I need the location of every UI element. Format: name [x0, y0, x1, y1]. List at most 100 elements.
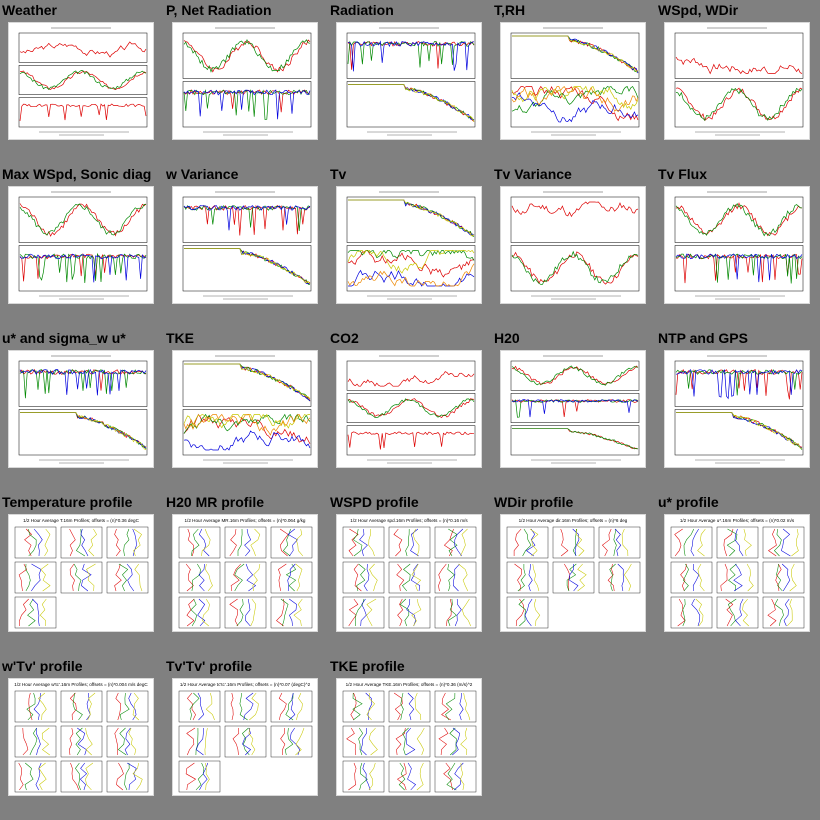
plot-title-link[interactable]: Tv — [330, 166, 347, 182]
plot-cell[interactable]: w Variance — [166, 166, 328, 306]
plot-cell[interactable]: H20 — [494, 330, 656, 470]
profile-line — [114, 727, 119, 756]
profile-panel — [388, 760, 431, 793]
profile-line — [406, 598, 416, 627]
plot-cell[interactable]: WSpd, WDir — [658, 2, 820, 142]
trace-line — [184, 363, 311, 399]
profile-line — [232, 727, 240, 756]
trace-line — [183, 430, 311, 451]
plot-thumbnail[interactable]: 1/2 Hour Average dir.16m Profiles; offse… — [500, 514, 646, 632]
plot-title-link[interactable]: H20 MR profile — [166, 494, 265, 510]
profile-line — [353, 528, 363, 557]
plot-thumbnail[interactable] — [664, 350, 810, 468]
plot-title-link[interactable]: Temperature profile — [2, 494, 133, 510]
plot-cell[interactable]: H20 MR profile 1/2 Hour Average MR.16m Pr… — [166, 494, 328, 634]
plot-title-link[interactable]: Tv'Tv' profile — [166, 658, 253, 674]
plot-cell[interactable]: WSPD profile 1/2 Hour Average spd.16m Pro… — [330, 494, 492, 634]
plot-thumbnail[interactable] — [500, 186, 646, 304]
plot-cell[interactable]: Max WSpd, Sonic diag — [2, 166, 164, 306]
profile-panel — [434, 526, 477, 559]
plot-thumbnail[interactable] — [172, 186, 318, 304]
plot-thumbnail[interactable]: 1/2 Hour Average TKE.16m Profiles; offse… — [336, 678, 482, 796]
plot-thumbnail[interactable]: 1/2 Hour Average spd.16m Profiles; offse… — [336, 514, 482, 632]
profile-panel — [14, 596, 57, 629]
profile-line — [201, 528, 211, 557]
trace-line — [183, 89, 311, 120]
plot-thumbnail[interactable] — [8, 186, 154, 304]
profile-line — [244, 528, 252, 557]
trace-line — [511, 85, 639, 111]
profile-panel — [388, 690, 431, 723]
plot-title-link[interactable]: TKE profile — [330, 658, 405, 674]
profile-line — [348, 528, 359, 557]
plot-cell[interactable]: Tv'Tv' profile 1/2 Hour Average tc'tc'.16… — [166, 658, 328, 798]
profile-line — [39, 598, 47, 627]
profile-line — [252, 563, 261, 592]
plot-title-link[interactable]: Tv Variance — [494, 166, 572, 182]
profile-line — [77, 727, 87, 756]
plot-cell[interactable]: T,RH — [494, 2, 656, 142]
plot-title-link[interactable]: u* profile — [658, 494, 719, 510]
profile-line — [443, 528, 454, 557]
plot-title-link[interactable]: Tv Flux — [658, 166, 708, 182]
plot-thumbnail[interactable] — [500, 350, 646, 468]
plot-title-link[interactable]: CO2 — [330, 330, 359, 346]
plot-thumbnail[interactable] — [664, 186, 810, 304]
plot-cell[interactable]: P, Net Radiation — [166, 2, 328, 142]
plot-title-link[interactable]: WDir profile — [494, 494, 574, 510]
trace-line — [675, 253, 803, 283]
plot-cell[interactable]: Radiation — [330, 2, 492, 142]
plot-cell[interactable]: w'Tv' profile 1/2 Hour Average w'tc'.16m … — [2, 658, 164, 798]
plot-cell[interactable]: WDir profile 1/2 Hour Average dir.16m Pro… — [494, 494, 656, 634]
plot-thumbnail[interactable]: 1/2 Hour Average MR.16m Profiles; offset… — [172, 514, 318, 632]
plot-thumbnail[interactable]: 1/2 Hour Average w'tc'.16m Profiles; off… — [8, 678, 154, 796]
plot-cell[interactable]: TKE — [166, 330, 328, 470]
plot-thumbnail[interactable]: 1/2 Hour Average tc'tc'.16m Profiles; of… — [172, 678, 318, 796]
profile-line — [366, 598, 377, 627]
profile-line — [41, 727, 50, 756]
plot-thumbnail[interactable] — [336, 350, 482, 468]
profile-line — [399, 598, 410, 627]
plot-thumbnail[interactable] — [336, 186, 482, 304]
plot-title-link[interactable]: w Variance — [166, 166, 239, 182]
plot-title-link[interactable]: Weather — [2, 2, 57, 18]
plot-title-link[interactable]: TKE — [166, 330, 194, 346]
plot-title-link[interactable]: T,RH — [494, 2, 526, 18]
plot-thumbnail[interactable] — [500, 22, 646, 140]
plot-title-link[interactable]: Max WSpd, Sonic diag — [2, 166, 152, 182]
plot-title-link[interactable]: w'Tv' profile — [2, 658, 83, 674]
profile-line — [461, 598, 471, 627]
plot-cell[interactable]: Tv Flux — [658, 166, 820, 306]
plot-thumbnail[interactable]: 1/2 Hour Average T.16m Profiles; offsets… — [8, 514, 154, 632]
profile-line — [279, 528, 289, 557]
plot-cell[interactable]: Temperature profile 1/2 Hour Average T.16… — [2, 494, 164, 634]
plot-thumbnail[interactable] — [664, 22, 810, 140]
plot-title-link[interactable]: u* and sigma_w u* — [2, 330, 126, 346]
plot-thumbnail[interactable] — [8, 350, 154, 468]
trace-line — [511, 85, 639, 114]
plot-cell[interactable]: TKE profile 1/2 Hour Average TKE.16m Prof… — [330, 658, 492, 798]
plot-thumbnail[interactable] — [336, 22, 482, 140]
plot-cell[interactable]: u* and sigma_w u* — [2, 330, 164, 470]
plot-cell[interactable]: Tv — [330, 166, 492, 306]
profile-panel — [388, 526, 431, 559]
plot-cell[interactable]: u* profile 1/2 Hour Average u*.16m Profil… — [658, 494, 820, 634]
plot-thumbnail[interactable]: 1/2 Hour Average u*.16m Profiles; offset… — [664, 514, 810, 632]
plot-thumbnail[interactable] — [172, 350, 318, 468]
plot-panel — [674, 245, 804, 292]
profile-line — [69, 528, 76, 557]
plot-title-link[interactable]: Radiation — [330, 2, 394, 18]
plot-title-link[interactable]: H20 — [494, 330, 520, 346]
plot-cell[interactable]: Tv Variance — [494, 166, 656, 306]
plot-title-link[interactable]: NTP and GPS — [658, 330, 748, 346]
trace-line — [183, 39, 311, 73]
plot-cell[interactable]: NTP and GPS — [658, 330, 820, 470]
plot-cell[interactable]: Weather — [2, 2, 164, 142]
plot-image: 1/2 Hour Average dir.16m Profiles; offse… — [506, 518, 641, 629]
plot-title-link[interactable]: P, Net Radiation — [166, 2, 272, 18]
plot-title-link[interactable]: WSPD profile — [330, 494, 419, 510]
plot-thumbnail[interactable] — [8, 22, 154, 140]
plot-thumbnail[interactable] — [172, 22, 318, 140]
plot-title-link[interactable]: WSpd, WDir — [658, 2, 739, 18]
plot-cell[interactable]: CO2 — [330, 330, 492, 470]
